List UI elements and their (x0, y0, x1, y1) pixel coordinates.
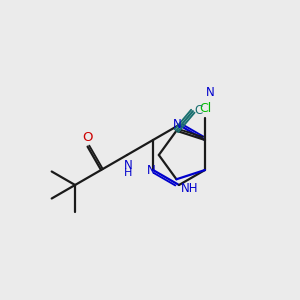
Text: C: C (195, 104, 203, 117)
Text: H: H (124, 168, 132, 178)
Text: N: N (206, 86, 215, 100)
Text: N: N (124, 159, 132, 172)
Text: O: O (82, 130, 93, 144)
Text: N: N (172, 118, 182, 130)
Text: NH: NH (180, 182, 198, 195)
Text: N: N (147, 164, 155, 178)
Text: Cl: Cl (199, 103, 211, 116)
